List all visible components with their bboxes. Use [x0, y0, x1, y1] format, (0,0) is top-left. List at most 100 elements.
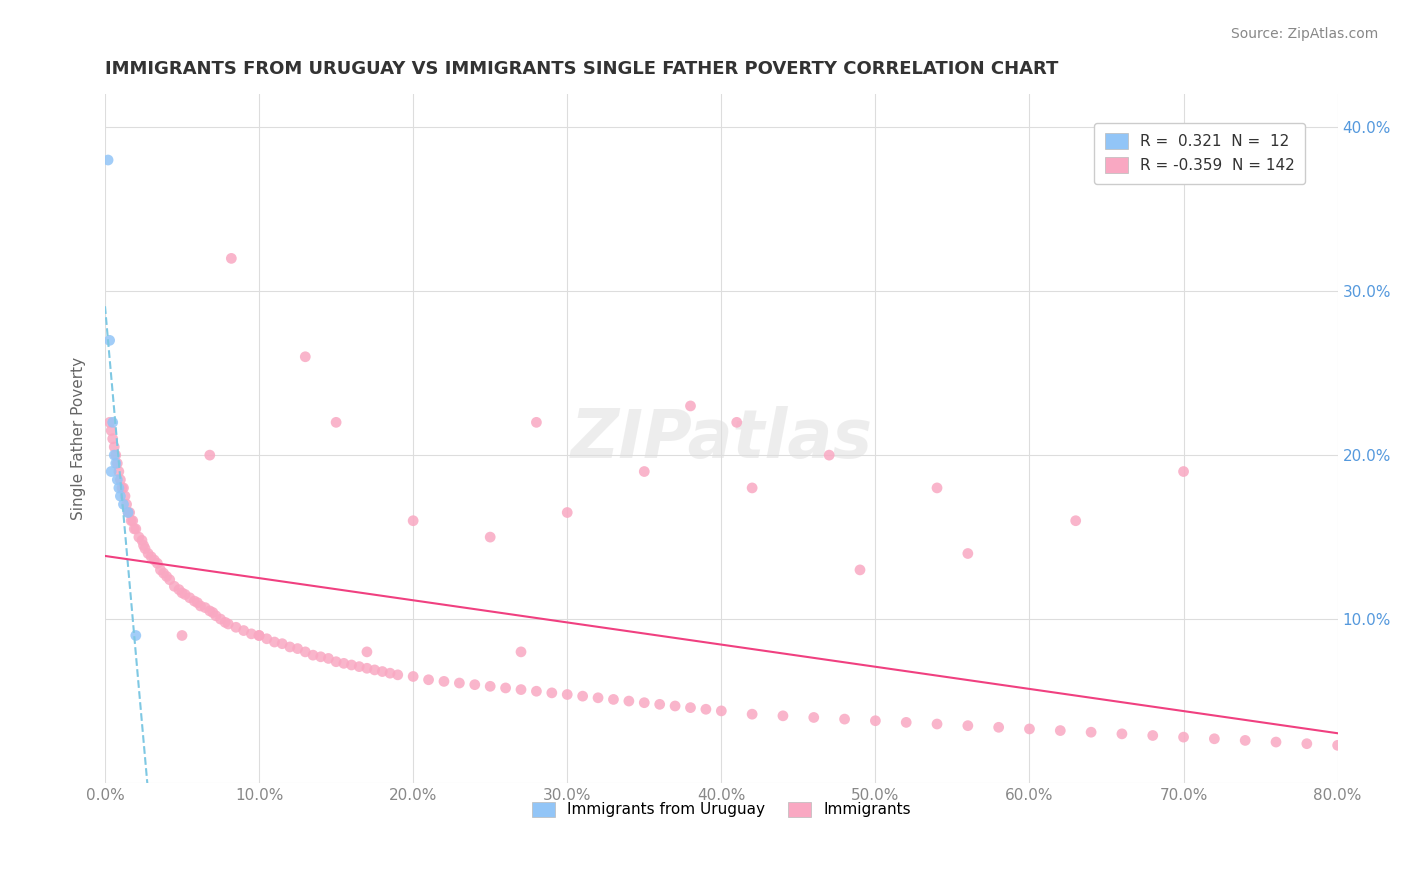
Point: [247, 628, 270, 642]
Point: [294, 645, 316, 659]
Point: [1064, 514, 1087, 528]
Point: [571, 689, 593, 703]
Point: [1326, 739, 1348, 753]
Point: [356, 661, 378, 675]
Point: [103, 440, 125, 454]
Point: [287, 641, 309, 656]
Point: [111, 481, 134, 495]
Point: [1295, 737, 1317, 751]
Point: [205, 608, 228, 623]
Point: [1142, 729, 1164, 743]
Text: IMMIGRANTS FROM URUGUAY VS IMMIGRANTS SINGLE FATHER POVERTY CORRELATION CHART: IMMIGRANTS FROM URUGUAY VS IMMIGRANTS SI…: [105, 60, 1059, 78]
Point: [695, 702, 717, 716]
Point: [1049, 723, 1071, 738]
Point: [143, 553, 166, 567]
Point: [105, 473, 128, 487]
Point: [1234, 733, 1257, 747]
Point: [418, 673, 440, 687]
Point: [240, 627, 263, 641]
Point: [318, 651, 340, 665]
Point: [987, 720, 1010, 734]
Point: [163, 579, 186, 593]
Point: [325, 415, 347, 429]
Point: [209, 612, 232, 626]
Point: [146, 557, 169, 571]
Point: [232, 624, 254, 638]
Point: [112, 497, 135, 511]
Point: [925, 481, 948, 495]
Point: [198, 604, 221, 618]
Point: [818, 448, 841, 462]
Point: [378, 666, 401, 681]
Point: [217, 617, 239, 632]
Point: [865, 714, 887, 728]
Point: [134, 541, 156, 556]
Point: [325, 655, 347, 669]
Point: [100, 465, 122, 479]
Point: [118, 506, 141, 520]
Point: [479, 530, 502, 544]
Point: [112, 481, 135, 495]
Point: [896, 715, 918, 730]
Point: [402, 514, 425, 528]
Point: [110, 489, 132, 503]
Point: [179, 591, 201, 605]
Point: [183, 594, 205, 608]
Point: [834, 712, 856, 726]
Point: [849, 563, 872, 577]
Point: [1173, 730, 1195, 744]
Point: [294, 350, 316, 364]
Point: [555, 688, 578, 702]
Point: [387, 668, 409, 682]
Point: [510, 645, 533, 659]
Point: [347, 659, 370, 673]
Point: [122, 522, 145, 536]
Point: [98, 334, 121, 348]
Point: [101, 432, 124, 446]
Point: [340, 658, 363, 673]
Point: [1265, 735, 1288, 749]
Legend: Immigrants from Uruguay, Immigrants: Immigrants from Uruguay, Immigrants: [526, 796, 917, 823]
Point: [356, 645, 378, 659]
Point: [526, 684, 548, 698]
Point: [186, 596, 208, 610]
Point: [104, 448, 127, 462]
Point: [105, 456, 128, 470]
Point: [159, 573, 181, 587]
Point: [149, 563, 172, 577]
Point: [97, 153, 120, 167]
Point: [108, 481, 131, 495]
Point: [214, 615, 236, 630]
Point: [256, 632, 278, 646]
Point: [198, 448, 221, 462]
Text: ZIPatlas: ZIPatlas: [571, 406, 872, 472]
Point: [128, 530, 150, 544]
Point: [121, 514, 143, 528]
Point: [617, 694, 640, 708]
Point: [225, 620, 247, 634]
Point: [1357, 739, 1379, 754]
Point: [371, 665, 394, 679]
Point: [174, 587, 197, 601]
Point: [114, 489, 136, 503]
Point: [271, 637, 294, 651]
Point: [1173, 465, 1195, 479]
Point: [333, 657, 356, 671]
Point: [526, 415, 548, 429]
Point: [170, 586, 193, 600]
Point: [479, 679, 502, 693]
Point: [648, 698, 671, 712]
Point: [170, 628, 193, 642]
Point: [540, 686, 562, 700]
Point: [302, 648, 325, 662]
Point: [136, 547, 159, 561]
Point: [555, 506, 578, 520]
Point: [363, 663, 385, 677]
Point: [221, 252, 243, 266]
Point: [100, 424, 122, 438]
Point: [190, 599, 212, 613]
Point: [117, 506, 139, 520]
Point: [664, 698, 686, 713]
Point: [141, 549, 163, 564]
Point: [278, 640, 301, 654]
